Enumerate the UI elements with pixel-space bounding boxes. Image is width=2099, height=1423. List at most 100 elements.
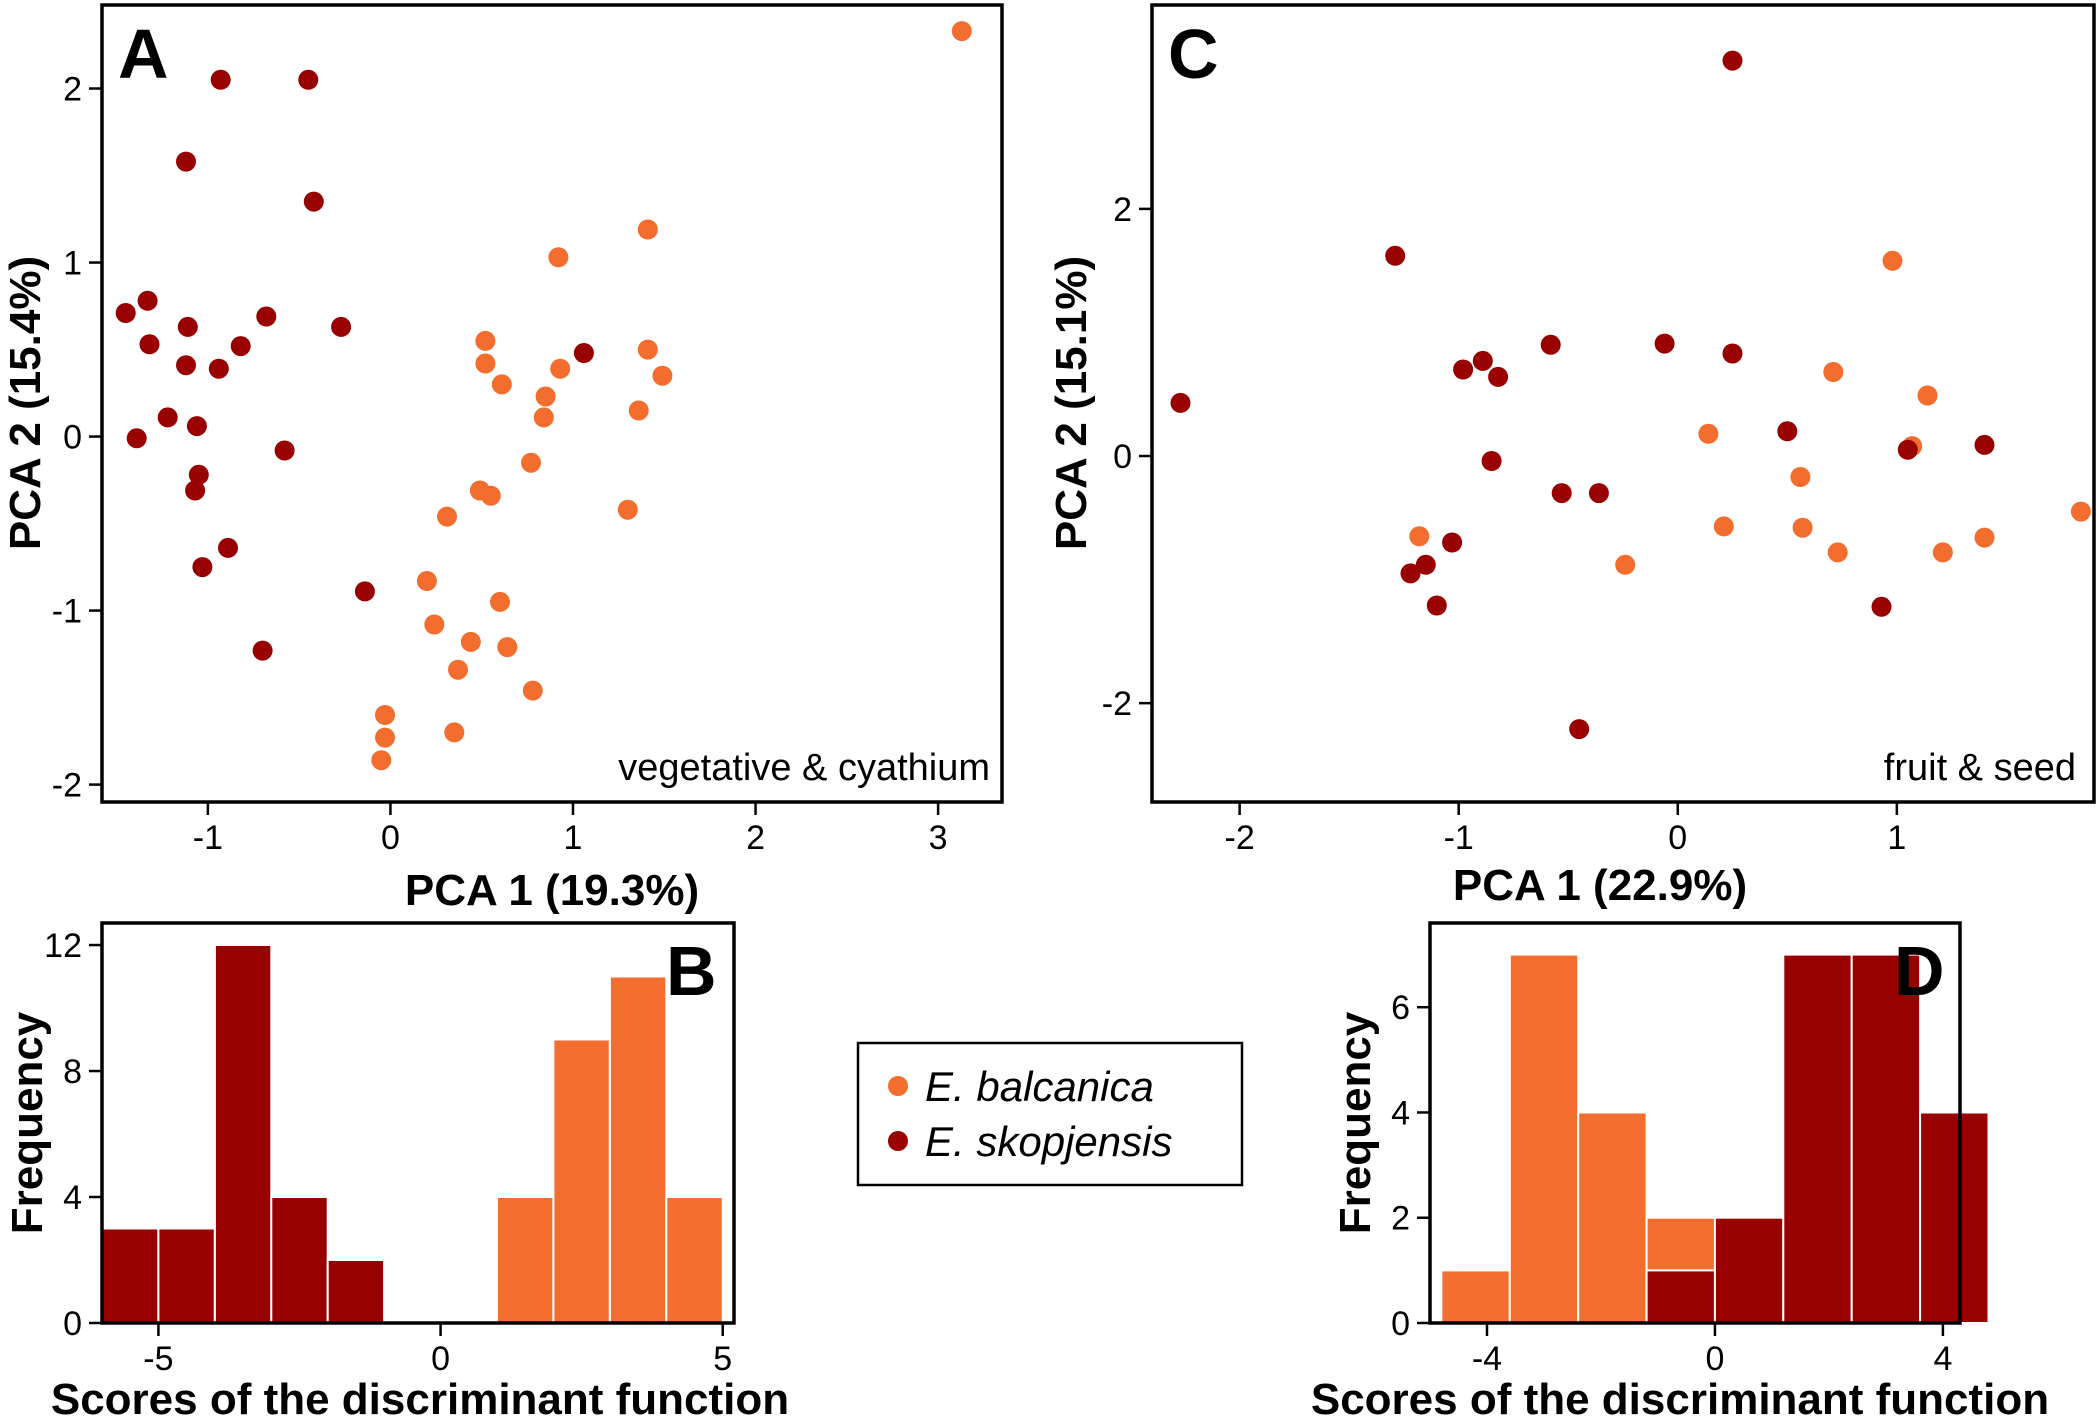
panel-c-point-skopjensis xyxy=(1722,50,1743,71)
panel-a-point-skopjensis xyxy=(139,334,160,355)
panel-a-point-skopjensis xyxy=(252,640,273,661)
panel-b-y-tick-label: 8 xyxy=(63,1053,82,1091)
panel-a-point-skopjensis xyxy=(188,464,209,485)
panel-c-point-balcanica xyxy=(1932,542,1953,563)
panel-a-point-balcanica xyxy=(448,659,468,680)
panel-d-bar-balcanica xyxy=(1577,1111,1648,1324)
panel-c-x-tick-label: 1 xyxy=(1887,819,1906,857)
panel-a-point-balcanica xyxy=(416,571,437,591)
panel-b-y-tick-label: 4 xyxy=(63,1179,82,1217)
panel-b-y-axis-label: Frequency xyxy=(3,1011,52,1234)
panel-a-point-skopjensis xyxy=(157,407,178,428)
panel-a-annotation: vegetative & cyathium xyxy=(618,747,990,789)
panel-c-x-tick-label: -1 xyxy=(1444,819,1474,857)
panel-a-y-tick-label: -2 xyxy=(52,767,82,805)
panel-d-bar-skopjensis xyxy=(1919,1111,1990,1324)
panel-a-point-skopjensis xyxy=(115,303,136,323)
panel-a-x-tick-label: -1 xyxy=(193,819,223,857)
panel-a-point-balcanica xyxy=(637,219,658,240)
panel-a-point-skopjensis xyxy=(218,537,238,558)
legend-marker-skopjensis xyxy=(888,1131,908,1151)
panel-c-point-skopjensis xyxy=(1453,359,1474,380)
panel-a-point-skopjensis xyxy=(230,336,251,357)
panel-a-point-skopjensis xyxy=(177,316,198,337)
panel-a-y-axis-label: PCA 2 (15.4%) xyxy=(1,256,50,550)
panel-a-point-balcanica xyxy=(522,680,543,701)
panel-a-point-skopjensis xyxy=(176,151,196,172)
panel-c-y-tick-label: 0 xyxy=(1113,438,1132,476)
panel-a-point-balcanica xyxy=(424,614,445,635)
panel-c-point-skopjensis xyxy=(1551,483,1572,504)
panel-d-bars xyxy=(1440,953,1990,1325)
panel-c-point-skopjensis xyxy=(1472,350,1493,371)
legend-label-skopjensis: E. skopjensis xyxy=(925,1118,1172,1165)
panel-c-point-balcanica xyxy=(1882,250,1903,271)
panel-a-point-balcanica xyxy=(628,400,649,421)
panel-b-x-tick-label: 0 xyxy=(431,1340,450,1378)
panel-a-point-skopjensis xyxy=(186,416,207,437)
panel-a-scatter: -1 0 1 2 3 -2 -1 0 1 2 A vegetative & cyathium PC… xyxy=(1,3,1004,915)
panel-c-point-balcanica xyxy=(1790,467,1811,487)
panel-c-point-skopjensis xyxy=(1974,434,1995,455)
panel-a-x-tick-label: 3 xyxy=(929,819,948,857)
panel-d-frame xyxy=(1428,921,1962,1325)
panel-c-scatter: -2 -1 0 1-202 C fruit & seed PCA 1 (22.9%) … xyxy=(1047,3,2096,910)
panel-c-point-skopjensis xyxy=(1415,554,1436,575)
panel-a-point-balcanica xyxy=(617,499,638,520)
panel-d-y-tick-label: 0 xyxy=(1391,1305,1410,1343)
panel-a-point-balcanica xyxy=(652,365,673,386)
panel-b-ticks: -5 0 5 0 4 8 12 xyxy=(44,927,732,1378)
panel-b-bar-skopjensis xyxy=(326,1259,386,1324)
panel-a-point-skopjensis xyxy=(298,69,319,90)
panel-d-bar-skopjensis xyxy=(1645,1269,1716,1325)
panel-a-points xyxy=(115,21,972,771)
legend: E. balcanica E. skopjensis xyxy=(856,1041,1244,1187)
panel-a-point-skopjensis xyxy=(274,440,295,461)
panel-a-point-skopjensis xyxy=(256,306,277,327)
panel-c-annotation: fruit & seed xyxy=(1884,747,2076,789)
panel-d-x-tick-label: -4 xyxy=(1472,1340,1502,1378)
panel-a-x-tick-label: 0 xyxy=(381,819,400,857)
panel-b-bar-skopjensis xyxy=(157,1227,216,1324)
panel-c-label: C xyxy=(1168,15,1219,93)
panel-a-point-balcanica xyxy=(475,353,496,374)
panel-d-y-tick-label: 4 xyxy=(1391,1094,1410,1132)
panel-d-y-axis-label: Frequency xyxy=(1331,1011,1380,1234)
panel-a-point-skopjensis xyxy=(354,581,375,602)
panel-a-y-tick-label: 0 xyxy=(63,419,82,457)
panel-a-y-tick-label: -1 xyxy=(52,593,82,631)
panel-a-point-balcanica xyxy=(491,374,512,395)
panel-c-point-skopjensis xyxy=(1481,451,1502,471)
panel-c-point-skopjensis xyxy=(1871,596,1892,617)
panel-c-point-skopjensis xyxy=(1654,333,1675,354)
panel-d-bar-skopjensis xyxy=(1850,953,1922,1324)
panel-b-label: B xyxy=(666,932,717,1010)
panel-c-point-balcanica xyxy=(1823,362,1844,382)
panel-b-x-axis-label: Scores of the discriminant function xyxy=(51,1375,789,1423)
panel-c-points xyxy=(1170,50,2091,740)
panel-b-frame xyxy=(100,921,736,1325)
panel-b-x-tick-label: -5 xyxy=(143,1340,173,1378)
panel-a-point-skopjensis xyxy=(208,358,229,379)
panel-a-point-balcanica xyxy=(637,339,658,360)
panel-c-point-balcanica xyxy=(2070,501,2091,522)
panel-b-histogram: -5 0 5 0 4 8 12 B Scores of the discriminant f… xyxy=(3,921,789,1423)
panel-a-y-tick-label: 2 xyxy=(63,71,82,109)
panel-c-point-skopjensis xyxy=(1569,719,1590,740)
panel-d-bar-skopjensis xyxy=(1782,953,1853,1324)
panel-a-label: A xyxy=(118,15,169,93)
panel-a-point-balcanica xyxy=(371,750,392,771)
panel-c-y-axis-label: PCA 2 (15.1%) xyxy=(1047,256,1096,550)
panel-d-x-tick-label: 4 xyxy=(1933,1340,1952,1378)
panel-a-point-balcanica xyxy=(497,637,518,658)
panel-d-y-tick-label: 2 xyxy=(1391,1200,1410,1238)
panel-c-point-skopjensis xyxy=(1400,563,1421,584)
panel-d-x-axis-label: Scores of the discriminant function xyxy=(1311,1375,2049,1423)
panel-b-bar-skopjensis xyxy=(213,944,273,1324)
panel-a-point-skopjensis xyxy=(210,69,231,90)
panel-a-x-axis-label: PCA 1 (19.3%) xyxy=(405,866,699,915)
panel-a-point-balcanica xyxy=(437,506,457,527)
panel-a-point-balcanica xyxy=(548,247,569,268)
panel-c-point-skopjensis xyxy=(1385,245,1406,266)
